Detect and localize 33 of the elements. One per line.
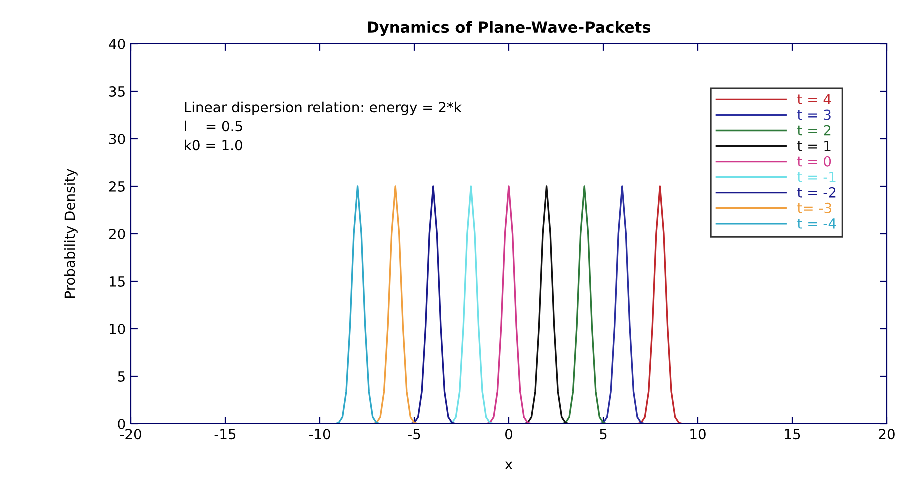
y-tick-label: 5	[118, 372, 125, 382]
x-tick-label: 5	[600, 429, 607, 440]
x-tick-label: -20	[120, 429, 142, 440]
legend-label: t = -2	[798, 187, 836, 198]
chart-title: Dynamics of Plane-Wave-Packets	[368, 21, 651, 36]
x-tick-label: 15	[785, 429, 800, 440]
x-tick-label: 20	[879, 429, 895, 440]
legend-label: t = 4	[798, 94, 832, 105]
annotation: Linear dispersion relation: energy = 2*k	[185, 102, 462, 116]
legend-label: t = 1	[798, 141, 831, 152]
legend-label: t= -3	[798, 202, 832, 214]
legend-label: t = -1	[798, 172, 836, 182]
x-tick-label: -15	[214, 429, 236, 440]
x-tick-label: 10	[690, 429, 706, 440]
legend-label: t = -4	[798, 218, 836, 229]
legend-label: t = 0	[798, 156, 832, 167]
y-tick-label: 10	[110, 324, 126, 334]
y-axis-title: Probability Density	[64, 169, 78, 298]
y-tick-label: 20	[109, 228, 126, 240]
y-tick-label: 40	[109, 38, 126, 50]
legend-label: t = 2	[798, 125, 831, 136]
y-tick-label: 25	[109, 181, 125, 192]
x-tick-label: -5	[408, 429, 420, 440]
legend-label: t = 3	[798, 110, 831, 120]
y-tick-label: 35	[110, 86, 125, 97]
y-tick-label: 0	[118, 418, 126, 430]
y-tick-label: 30	[110, 134, 126, 144]
annotation: k0 = 1.0	[185, 140, 242, 151]
y-tick-label: 15	[110, 276, 125, 287]
x-axis-title: x	[505, 462, 513, 470]
x-tick-label: -10	[309, 429, 330, 440]
x-tick-label: 0	[505, 429, 512, 440]
annotation: l = 0.5	[185, 120, 242, 132]
